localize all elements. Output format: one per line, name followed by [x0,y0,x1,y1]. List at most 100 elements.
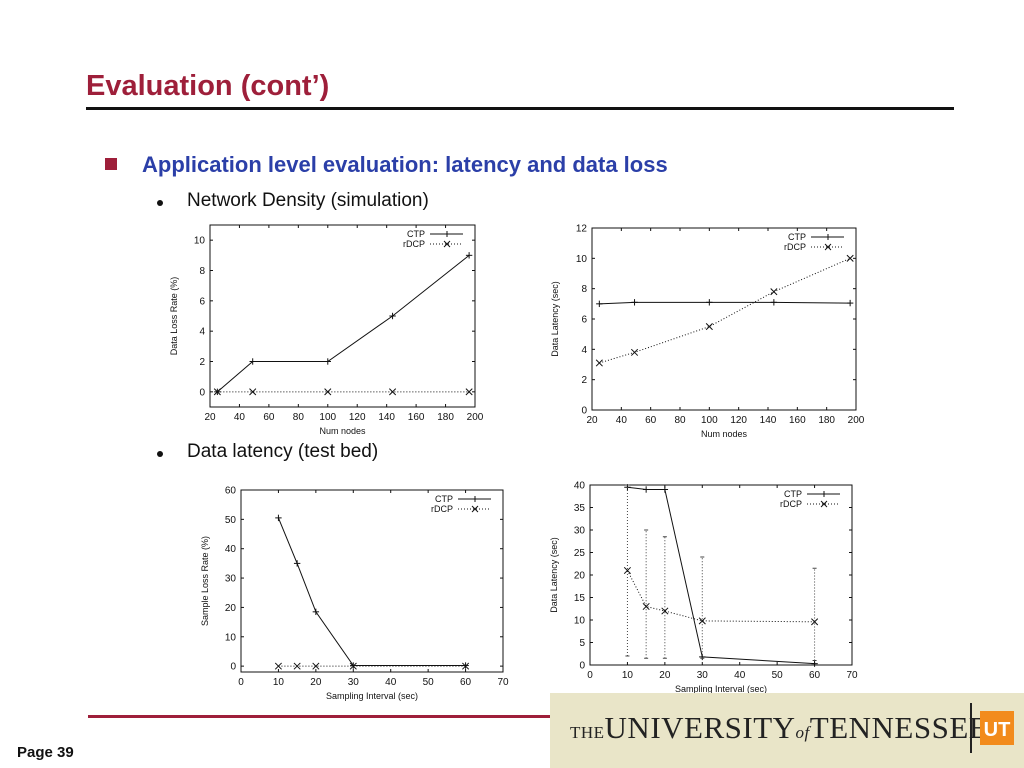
y-tick-label: 10 [225,632,237,643]
y-tick-label: 8 [581,284,587,295]
data-point-rdcp [705,323,713,331]
series-line-ctp [627,486,815,665]
university-logo: THEUNIVERSITYofTENNESSEE UT [550,693,1024,768]
data-point-ctp [631,299,638,306]
y-tick-label: 15 [574,593,586,604]
chart-latency-vs-interval: 0 10 20 30 40 50 60 70 0 5 10 15 20 25 30 35 40 Sampling … [549,481,858,695]
data-point-rdcp [811,618,819,626]
y-tick-label: 5 [579,638,585,649]
series-line-rdcp [626,570,815,623]
y-tick-label: 50 [225,515,237,526]
y-tick-label: 8 [199,266,205,277]
legend-label: rDCP [431,504,453,514]
x-tick-label: 0 [587,670,593,681]
university-wordmark: THEUNIVERSITYofTENNESSEE [570,710,989,745]
x-tick-label: 200 [467,412,484,423]
x-tick-label: 50 [423,677,435,688]
x-tick-label: 10 [273,677,285,688]
data-point-rdcp [293,662,301,670]
y-tick-label: 2 [581,375,587,386]
y-tick-label: 6 [199,296,205,307]
legend-marker [821,491,827,497]
x-axis-label: Num nodes [701,429,748,439]
data-point-rdcp [274,662,282,670]
dot-bullet-icon [157,200,163,206]
data-point-ctp [324,358,331,365]
y-tick-label: 10 [574,616,586,627]
data-point-rdcp [324,388,332,396]
x-tick-label: 40 [385,677,397,688]
x-tick-label: 40 [616,415,628,426]
data-point-ctp [770,299,778,306]
y-tick-label: 40 [574,481,586,492]
data-point-rdcp [661,607,669,615]
slide-title: Evaluation (cont’) [86,70,330,102]
y-tick-label: 35 [574,503,586,514]
chart-data-loss-vs-nodes: 20 40 60 80 100 120 140 160 180 200 0 2 4 6 8 10 Num nod… [169,224,484,436]
x-tick-label: 20 [659,670,671,681]
y-tick-label: 20 [225,603,237,614]
data-point-rdcp [462,662,470,670]
x-tick-label: 60 [809,670,821,681]
x-tick-label: 50 [772,670,784,681]
data-point-rdcp [623,566,631,575]
x-tick-label: 180 [818,415,835,426]
data-point-rdcp [846,254,854,262]
series-line-ctp [277,517,466,667]
legend-label: rDCP [780,499,802,509]
data-point-rdcp [312,662,320,670]
x-tick-label: 40 [734,670,746,681]
x-tick-label: 20 [310,677,322,688]
x-tick-label: 160 [408,412,425,423]
title-divider [86,107,954,110]
y-axis-label: Data Latency (sec) [550,281,560,357]
data-point-ctp [642,486,650,493]
chart-sample-loss-vs-interval: 0 10 20 30 40 50 60 70 0 10 20 30 40 50 60 Sampling Int… [200,486,509,702]
data-point-ctp [706,299,713,306]
data-point-ctp [596,300,603,308]
legend-label: CTP [407,229,425,239]
y-tick-label: 0 [581,406,587,417]
x-tick-label: 140 [378,412,395,423]
x-axis-label: Sampling Interval (sec) [326,691,418,701]
data-point-rdcp [349,662,357,670]
x-tick-label: 100 [319,412,336,423]
x-tick-label: 120 [730,415,747,426]
plot-frame [240,489,504,673]
series-line-rdcp [599,257,851,364]
data-point-rdcp [213,388,221,396]
plot-frame [589,484,853,666]
x-tick-label: 180 [437,412,454,423]
x-tick-label: 20 [204,412,216,423]
y-tick-label: 10 [194,236,206,247]
legend-marker [471,505,479,513]
x-tick-label: 160 [789,415,806,426]
y-tick-label: 0 [230,662,236,673]
data-point-ctp [275,514,282,522]
x-tick-label: 100 [701,415,718,426]
y-tick-label: 25 [574,548,586,559]
x-tick-label: 60 [263,412,275,423]
data-point-rdcp [389,388,397,396]
footer-divider [88,715,668,718]
x-tick-label: 10 [622,670,634,681]
y-tick-label: 4 [581,345,587,356]
data-point-rdcp [595,359,603,367]
y-tick-label: 30 [225,574,237,585]
logo-divider [970,703,972,753]
data-point-rdcp [770,288,778,296]
legend-label: rDCP [403,239,425,249]
dot-bullet-icon [157,451,163,457]
data-point-rdcp [249,388,257,396]
legend-label: CTP [784,489,802,499]
x-axis-label: Num nodes [319,426,366,436]
series-line-ctp [217,254,470,393]
data-point-rdcp [630,348,639,356]
chart-latency-vs-nodes: 20 40 60 80 100 120 140 160 180 200 0 2 4 6 8 10 12 Num n… [550,224,865,440]
data-point-ctp [811,660,818,667]
x-tick-label: 30 [697,670,709,681]
x-tick-label: 140 [760,415,777,426]
legend-marker [825,234,831,240]
svg-text:UT: UT [984,719,1011,741]
legend-label: CTP [435,494,453,504]
